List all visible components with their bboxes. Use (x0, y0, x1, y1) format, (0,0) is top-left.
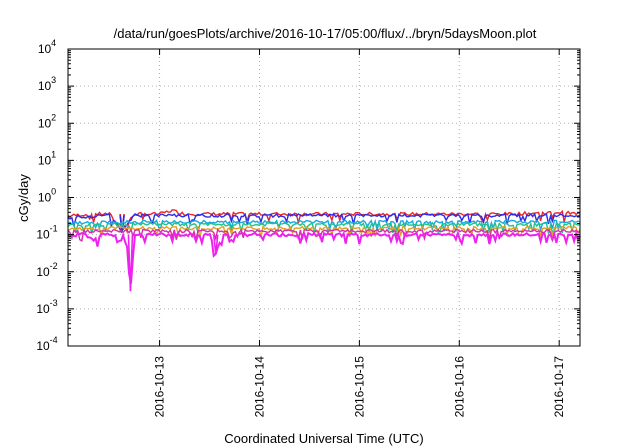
x-tick-label: 2016-10-17 (552, 356, 566, 418)
y-tick-label: 10-3 (36, 298, 57, 316)
series-line (67, 221, 581, 234)
y-tick-label: 102 (38, 112, 56, 130)
series-line (67, 209, 581, 235)
y-tick-label: 100 (38, 187, 56, 205)
x-tick-label: 2016-10-13 (153, 356, 167, 418)
y-tick-label: 101 (38, 149, 56, 167)
series-line (67, 229, 581, 284)
series-spike (127, 234, 134, 292)
y-axis-label: cGy/day (16, 174, 31, 222)
x-axis: 2016-10-13 2016-10-14 2016-10-15 2016-10-16… (153, 49, 566, 418)
series-group (67, 209, 581, 292)
series-line (67, 224, 581, 239)
y-tick-label: 104 (38, 38, 56, 56)
x-tick-label: 2016-10-15 (352, 356, 366, 418)
series-line (67, 228, 581, 243)
y-axis: 10-4 10-3 10-2 10-1 100 101 102 103 104 (36, 38, 580, 353)
y-tick-label: 10-4 (36, 335, 57, 353)
x-axis-label: Coordinated Universal Time (UTC) (224, 431, 423, 446)
x-tick-label: 2016-10-14 (252, 356, 266, 418)
x-tick-label: 2016-10-16 (452, 356, 466, 418)
series-spike (212, 234, 219, 255)
grid (68, 49, 580, 346)
y-tick-label: 10-1 (36, 224, 57, 242)
chart-title: /data/run/goesPlots/archive/2016-10-17/0… (114, 26, 537, 41)
series-line (67, 218, 581, 233)
y-tick-label: 10-2 (36, 261, 57, 279)
y-tick-label: 103 (38, 75, 56, 93)
